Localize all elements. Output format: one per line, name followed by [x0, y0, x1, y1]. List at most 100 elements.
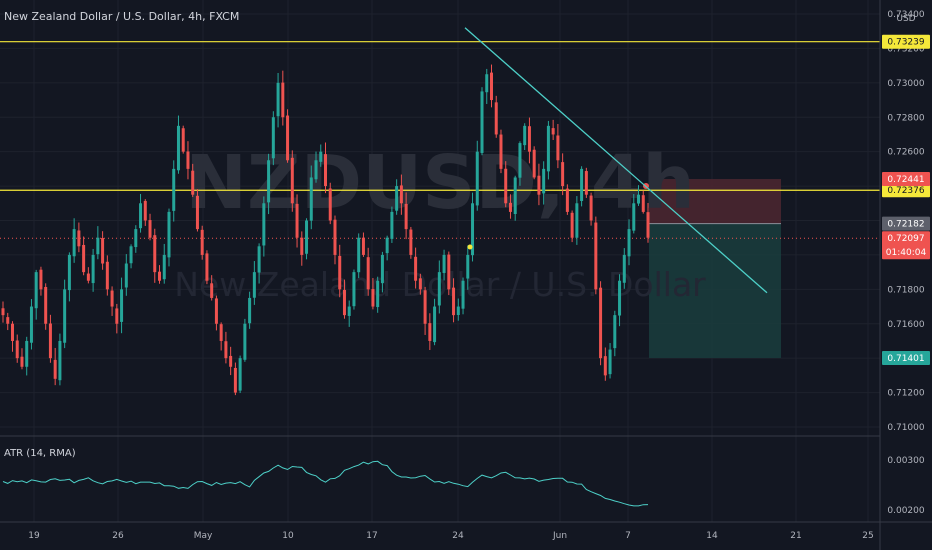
- target-price-tag-text: 0.71401: [887, 354, 924, 364]
- candle-body: [271, 117, 275, 159]
- marker-dot: [467, 244, 473, 250]
- candle-body: [513, 177, 517, 214]
- take-profit-zone[interactable]: [649, 223, 781, 358]
- candle-body: [646, 212, 650, 238]
- time-tick-label: 21: [790, 531, 801, 541]
- candle-body: [352, 272, 356, 307]
- candle-body: [338, 255, 342, 290]
- candle-body: [153, 235, 157, 273]
- candle-body: [575, 203, 579, 238]
- candle-body: [58, 340, 62, 381]
- candle-body: [452, 287, 456, 316]
- stop-loss-zone[interactable]: [649, 179, 781, 224]
- candle-body: [224, 341, 228, 359]
- horizontal-levels[interactable]: [0, 41, 880, 239]
- grid-lines: [0, 0, 880, 522]
- level-price-tag-text: 0.73239: [887, 38, 924, 48]
- candle-body: [489, 72, 493, 101]
- stop-price-tag: [882, 172, 930, 187]
- trendline[interactable]: [464, 27, 768, 294]
- candle-body: [53, 359, 57, 379]
- candle-body: [504, 168, 508, 204]
- candle-body: [361, 237, 365, 255]
- candle-body: [281, 82, 285, 118]
- candle-body: [594, 222, 598, 290]
- candle-body: [67, 254, 71, 291]
- atr-line: [2, 460, 649, 507]
- candle-body: [333, 219, 337, 255]
- candle-body: [366, 257, 370, 290]
- candle-body: [309, 177, 313, 221]
- candle-body: [286, 115, 290, 161]
- level-price-tag-text: 0.72376: [887, 186, 924, 196]
- candle-body: [63, 289, 67, 343]
- candle-body: [233, 367, 237, 393]
- time-tick-label: May: [194, 531, 213, 541]
- candle-body: [527, 126, 531, 152]
- candle-body: [276, 82, 280, 117]
- stop-price-tag-text: 0.72441: [887, 175, 924, 185]
- price-tick-label: 0.72800: [887, 113, 924, 123]
- candle-body: [110, 290, 114, 307]
- candle-body: [96, 237, 100, 255]
- candle-body: [91, 254, 95, 284]
- candle-body: [399, 185, 403, 204]
- candle-body: [618, 280, 622, 316]
- candle-body: [347, 306, 351, 316]
- candle-body: [494, 102, 498, 135]
- candle-body: [186, 151, 190, 169]
- candle-body: [433, 306, 437, 343]
- last-price-tag: [882, 231, 930, 260]
- candle-body: [229, 355, 233, 367]
- time-tick-label: 7: [625, 531, 631, 541]
- price-tick-label: 0.71000: [887, 423, 924, 433]
- candle-body: [532, 149, 536, 178]
- chart-title: New Zealand Dollar / U.S. Dollar, 4h, FX…: [4, 10, 240, 23]
- candle-body: [290, 157, 294, 204]
- candle-body: [632, 203, 636, 231]
- atr-label: ATR (14, RMA): [4, 448, 76, 459]
- candle-body: [523, 125, 527, 146]
- candle-body: [139, 203, 143, 229]
- candle-body: [205, 253, 209, 281]
- candle-body: [124, 263, 128, 288]
- candle-body: [637, 194, 641, 204]
- candle-body: [295, 203, 299, 238]
- candle-body: [414, 256, 418, 281]
- candle-body: [305, 220, 309, 254]
- candle-body: [15, 340, 19, 359]
- candle-body: [20, 356, 24, 367]
- candle-body: [409, 229, 413, 255]
- candle-body: [324, 154, 327, 187]
- candle-body: [447, 254, 451, 290]
- candle-body: [456, 306, 460, 316]
- time-tick-label: Jun: [552, 531, 567, 541]
- candle-body: [390, 211, 394, 239]
- price-tick-label: 0.71800: [887, 285, 924, 295]
- candle-body: [627, 229, 631, 257]
- candle-body: [499, 134, 503, 169]
- candle-body: [589, 195, 593, 221]
- trendline-line[interactable]: [464, 27, 768, 294]
- candle-body: [162, 254, 166, 280]
- candle-body: [385, 237, 389, 254]
- candle-body: [181, 128, 185, 152]
- candle-body: [580, 168, 584, 202]
- time-axis[interactable]: 19 26 May 10 17 24 Jun 7 14 21 25: [28, 531, 873, 541]
- candle-body: [599, 287, 603, 359]
- atr-indicator: 0.00300 0.00200: [2, 456, 925, 516]
- price-tick-label: 0.71600: [887, 320, 924, 330]
- candle-body: [584, 171, 588, 195]
- candle-body: [195, 195, 199, 230]
- atr-tick-label: 0.00200: [887, 506, 924, 516]
- candle-body: [404, 203, 408, 230]
- candle-body: [34, 272, 38, 309]
- candle-body: [428, 323, 432, 341]
- time-tick-label: 10: [282, 531, 294, 541]
- candle-body: [214, 298, 218, 324]
- candle-body: [376, 280, 380, 308]
- entry-price-tag: [882, 216, 930, 231]
- candle-body: [546, 125, 550, 172]
